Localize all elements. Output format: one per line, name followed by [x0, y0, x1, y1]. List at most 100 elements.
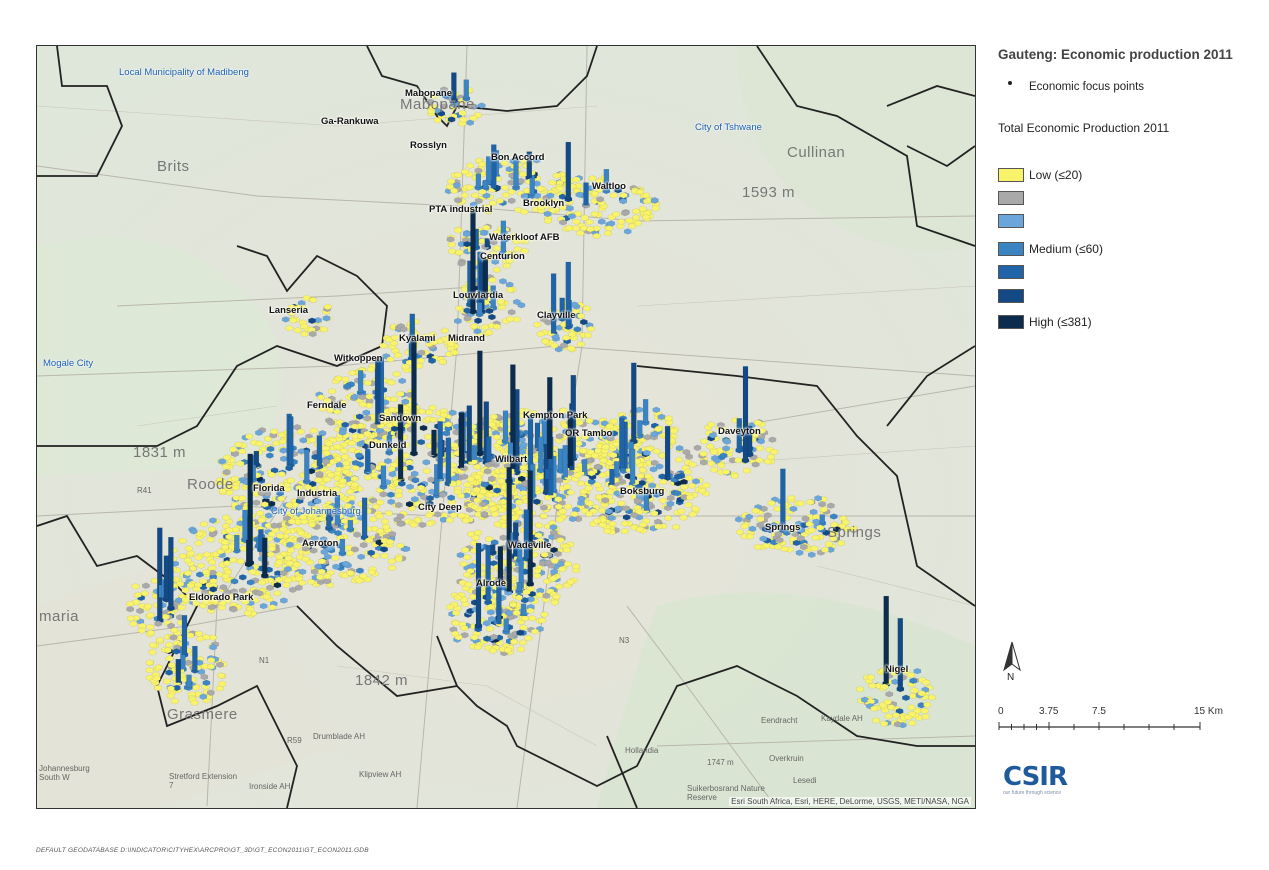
focus-point-label[interactable]: Wadeville	[508, 540, 552, 551]
hex-cell	[223, 454, 232, 461]
hex-cell	[167, 685, 175, 692]
hex-cell	[218, 680, 227, 687]
hex-cell	[797, 535, 805, 542]
legend-swatch	[998, 168, 1024, 182]
hex-cell	[483, 468, 492, 475]
hex-cell	[489, 199, 497, 207]
hex-cell	[469, 114, 478, 122]
focus-point-label[interactable]: Rosslyn	[410, 140, 447, 151]
hex-cell	[246, 579, 255, 586]
hex-cell	[581, 433, 589, 441]
hex-cell	[461, 546, 470, 554]
focus-point-label[interactable]: Daveyton	[718, 426, 761, 437]
municipality-label: Mogale City	[43, 358, 94, 369]
hex-cell	[526, 607, 535, 614]
hex-cell	[614, 505, 622, 512]
focus-point-label[interactable]: Waterkloof AFB	[489, 232, 560, 243]
hex-cell	[555, 433, 564, 440]
focus-point-label[interactable]: Brooklyn	[523, 198, 565, 209]
hex-cell	[334, 455, 342, 463]
focus-point-label[interactable]: Sandown	[379, 413, 422, 424]
focus-point-label[interactable]: Florida	[253, 483, 285, 494]
focus-point-label[interactable]: Waltloo	[592, 181, 626, 192]
hex-cell	[299, 437, 308, 444]
north-arrow-icon	[1003, 641, 1021, 672]
hex-cell	[501, 184, 509, 191]
hex-cell	[387, 465, 396, 473]
hex-cell	[491, 258, 500, 266]
focus-point-label[interactable]: Mabopane	[405, 88, 452, 99]
focus-point-label[interactable]: Eldorado Park	[189, 592, 254, 603]
hex-cell	[245, 433, 254, 440]
hex-cell	[186, 632, 195, 639]
focus-point-label[interactable]: Springs	[765, 522, 801, 533]
focus-point-label[interactable]: Witkoppen	[334, 353, 383, 364]
focus-point-label[interactable]: Kyalami	[399, 333, 436, 344]
focus-point-label[interactable]: Louwlardia	[453, 290, 504, 301]
hex-cell	[333, 408, 342, 415]
hex-cell	[473, 473, 482, 481]
hex-cell	[480, 510, 489, 518]
hex-cell	[392, 370, 401, 378]
hex-cell	[533, 567, 542, 574]
hex-cell	[531, 628, 539, 635]
hex-cell	[872, 717, 880, 724]
extruded-hex	[550, 273, 557, 334]
hex-cell	[342, 560, 350, 568]
focus-point-label[interactable]: Clayville	[537, 310, 576, 321]
hex-cell	[653, 491, 661, 498]
hex-cell	[332, 563, 340, 570]
focus-point-label[interactable]: Bon Accord	[491, 152, 545, 163]
hex-cell	[706, 443, 714, 450]
focus-point-label[interactable]: Nigel	[885, 664, 909, 675]
focus-point-label[interactable]: Alrode	[476, 578, 507, 589]
hex-cell	[447, 116, 456, 123]
hex-cell	[623, 228, 632, 235]
hex-cell	[572, 563, 580, 570]
hex-cell	[885, 690, 894, 698]
focus-point-label[interactable]: City Deep	[418, 502, 462, 513]
focus-point-label[interactable]: Ferndale	[307, 400, 347, 411]
hex-cell	[457, 512, 466, 519]
hex-cell	[183, 569, 192, 577]
hex-cell	[768, 436, 777, 443]
hex-cell	[234, 504, 243, 511]
map-frame[interactable]: Mabopane Brits Cullinan 1593 m 1831 m 18…	[36, 45, 976, 809]
hex-cell	[492, 245, 501, 252]
focus-point-label[interactable]: Ga-Rankuwa	[321, 116, 379, 127]
hex-cell	[493, 487, 501, 494]
hex-cell	[928, 694, 936, 701]
hex-cell	[376, 528, 385, 535]
hex-cell	[520, 247, 529, 255]
focus-point-label[interactable]: Kempton Park	[523, 410, 588, 421]
hex-cell	[429, 92, 438, 100]
focus-point-label[interactable]: Midrand	[448, 333, 485, 344]
hex-cell	[478, 161, 486, 168]
focus-point-label[interactable]: Lanseria	[269, 305, 309, 316]
hex-cell	[144, 603, 153, 610]
hex-cell	[517, 646, 525, 653]
hex-cell	[451, 475, 459, 482]
focus-point-label[interactable]: Aeroton	[302, 538, 339, 549]
focus-point-label[interactable]: Wilbart	[495, 454, 528, 465]
extruded-hex	[163, 555, 170, 600]
extruded-hex	[609, 468, 615, 485]
focus-point-label[interactable]: OR Tambo	[565, 428, 613, 439]
hex-cell	[601, 443, 610, 451]
hex-cell	[428, 104, 437, 111]
hex-cell	[609, 418, 618, 425]
focus-point-label[interactable]: Boksburg	[620, 486, 665, 497]
focus-point-label[interactable]: Dunkeld	[369, 440, 407, 451]
focus-point-label[interactable]: PTA industrial	[429, 204, 493, 215]
hex-cell	[502, 262, 511, 269]
hex-cell	[488, 313, 496, 321]
hex-cell	[229, 556, 238, 564]
hex-cell	[194, 540, 203, 547]
map-canvas[interactable]	[37, 46, 975, 808]
focus-point-label[interactable]: Centurion	[480, 251, 525, 262]
extruded-hex	[445, 437, 452, 484]
focus-point-label[interactable]: Industria	[297, 488, 338, 499]
hex-cell	[773, 505, 782, 513]
hex-cell	[614, 186, 622, 194]
hex-cell	[454, 197, 462, 204]
